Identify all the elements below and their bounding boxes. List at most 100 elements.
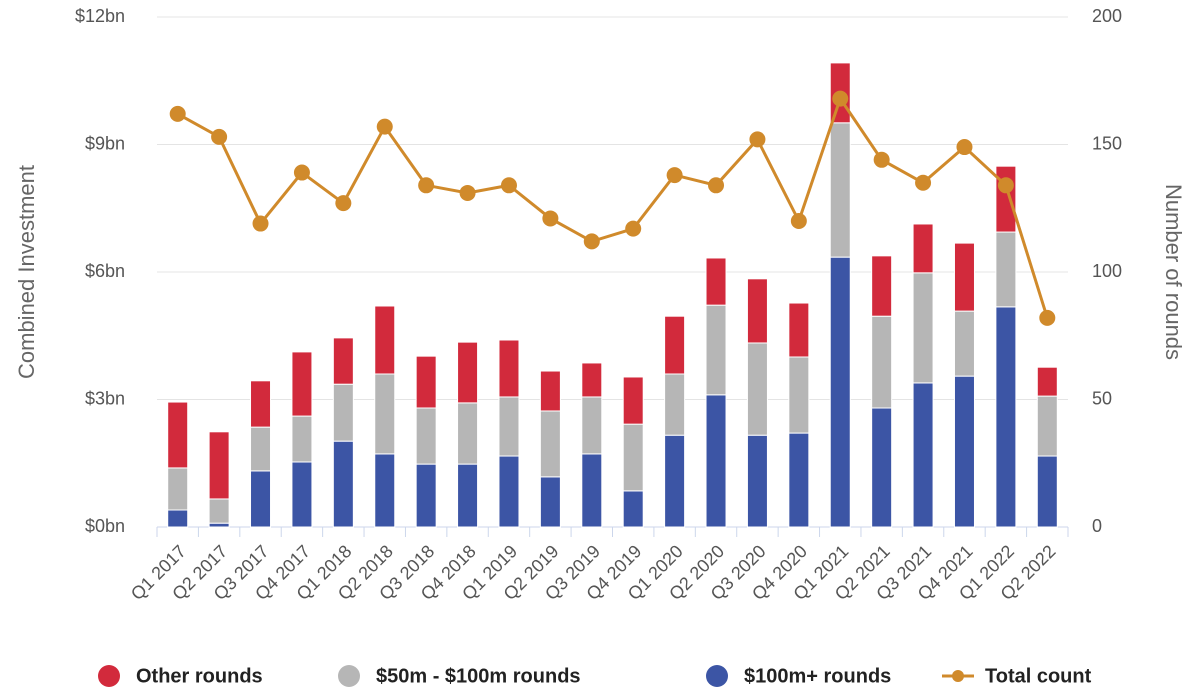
bar-segment [912,223,934,274]
bar-segment [498,339,520,398]
bar-segment [581,453,603,528]
bar-segment [167,467,189,511]
bar-segment [664,315,686,375]
y-tick-label: $9bn [85,133,125,153]
bar-segment [498,455,520,528]
bar-segment [539,410,561,478]
y-tick-label: $12bn [75,6,125,26]
bar-segment [1036,395,1058,457]
legend-marker [98,665,120,687]
bar-segment [291,461,313,528]
line-point [749,131,766,148]
bar-segment [250,426,272,472]
bar-segment [250,470,272,528]
y2-tick-label: 50 [1092,388,1112,408]
y2-tick-label: 200 [1092,6,1122,26]
line-point [418,177,435,194]
bar-segment [498,396,520,457]
bar-segment [953,242,975,312]
legend-marker [706,665,728,687]
bar-segment [829,256,851,528]
bar-segment [457,463,479,528]
line-point [956,139,973,156]
bar-segment [995,165,1017,233]
bar-segment [912,382,934,528]
bar-segment [291,415,313,463]
line-point [500,177,517,194]
bar-segment [1036,366,1058,397]
bar-segment [871,315,893,409]
bar-segment [746,278,768,344]
line-point [873,151,890,168]
bar-segment [539,370,561,412]
bar-segment [788,302,810,358]
bar-segment [664,434,686,528]
bar-segment [912,272,934,384]
y2-tick-label: 100 [1092,261,1122,281]
y-tick-label: $6bn [85,261,125,281]
legend-marker [338,665,360,687]
bar-segment [208,522,230,528]
bar-segment [788,356,810,434]
bar-segment [788,432,810,528]
line-point [790,213,807,229]
line-point [459,184,476,201]
legend-label: Other rounds [136,665,263,687]
line-point [169,105,186,122]
line-point [211,128,228,145]
bar-segment [415,407,437,465]
line-point [708,177,725,194]
line-point [666,167,683,184]
bar-segment [167,401,189,469]
bar-segment [622,423,644,492]
bar-segment [250,380,272,428]
bar-segment [457,341,479,404]
bar-segment [664,373,686,436]
line-point [542,210,559,227]
bar-segment [746,342,768,436]
bar-segment [705,304,727,396]
y-tick-label: $3bn [85,388,125,408]
line-point [293,164,310,181]
bar-segment [581,396,603,455]
bar-segment [415,463,437,528]
bar-segment [953,310,975,377]
bar-segment [167,509,189,528]
line-point [583,233,600,250]
bar-segment [829,122,851,258]
line-point [832,90,849,107]
y2-tick-label: 0 [1092,516,1102,536]
bar-segment [995,306,1017,528]
bar-segment [208,431,230,500]
line-point [376,118,393,135]
bar-segment [581,362,603,398]
line-point [625,220,642,237]
bar-segment [871,255,893,317]
bar-segment [705,257,727,306]
y-tick-label: $0bn [85,516,125,536]
legend-label: Total count [985,665,1092,687]
bar-segment [332,337,354,385]
bar-segment [374,373,396,455]
bar-segment [539,476,561,528]
bar-segment [995,231,1017,308]
line-point [1039,309,1056,326]
line-point [252,215,269,232]
bar-segment [374,305,396,375]
bar-segment [332,383,354,442]
legend-marker [952,670,964,682]
bar-segment [1036,455,1058,528]
line-point [997,177,1014,194]
y2-axis-title: Number of rounds [1161,184,1186,360]
bar-segment [953,375,975,528]
legend-label: $50m - $100m rounds [376,665,581,687]
line-point [335,195,352,212]
bar-segment [622,490,644,528]
bar-segment [746,434,768,528]
bar-segment [622,376,644,425]
y-axis-title: Combined Investment [14,165,39,379]
bar-segment [208,498,230,524]
legend-label: $100m+ rounds [744,665,891,687]
bar-segment [332,440,354,528]
